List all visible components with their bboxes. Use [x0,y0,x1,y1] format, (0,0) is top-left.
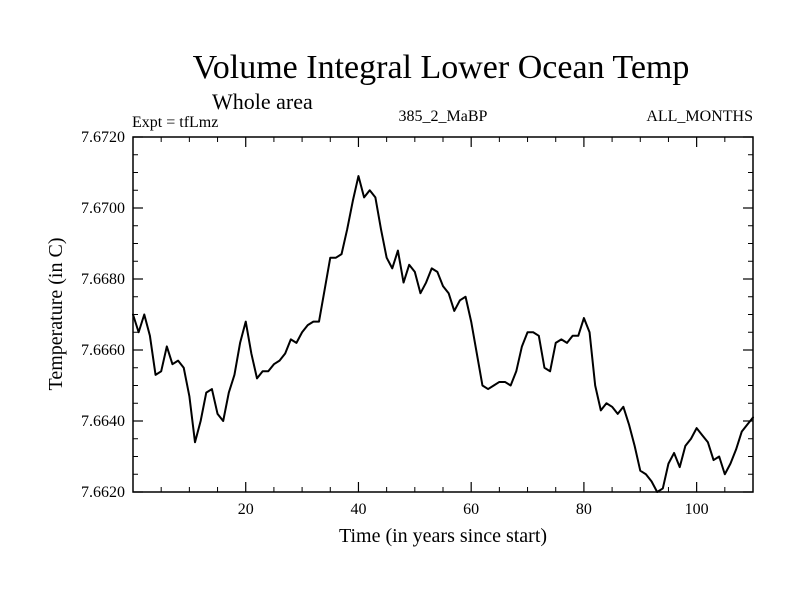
months-annotation: ALL_MONTHS [646,108,753,125]
chart-subtitle: Whole area [212,89,313,114]
x-tick-label: 40 [350,501,366,518]
experiment-annotation: Expt = tfLmz [132,114,218,131]
plot-frame [132,136,754,493]
y-tick-label: 7.6680 [81,271,125,288]
series-line [132,175,754,493]
y-tick-label: 7.6700 [81,200,125,217]
x-tick-labels: 20 40 60 80 100 [238,501,709,518]
y-tick-labels: 7.6620 7.6640 7.6660 7.6680 7.6700 7.6720 [81,129,125,501]
data-series [132,175,754,493]
y-tick-label: 7.6640 [81,413,125,430]
axis-ticks [132,136,754,493]
run-annotation: 385_2_MaBP [399,108,488,125]
x-axis-label: Time (in years since start) [339,525,547,547]
chart-title: Volume Integral Lower Ocean Temp [193,49,690,86]
x-tick-label: 60 [463,501,479,518]
y-tick-label: 7.6720 [81,129,125,146]
x-tick-label: 80 [576,501,592,518]
y-tick-label: 7.6660 [81,342,125,359]
y-axis-label: Temperature (in C) [45,238,67,391]
x-tick-label: 20 [238,501,254,518]
x-tick-label: 100 [685,501,709,518]
y-tick-label: 7.6620 [81,484,125,501]
